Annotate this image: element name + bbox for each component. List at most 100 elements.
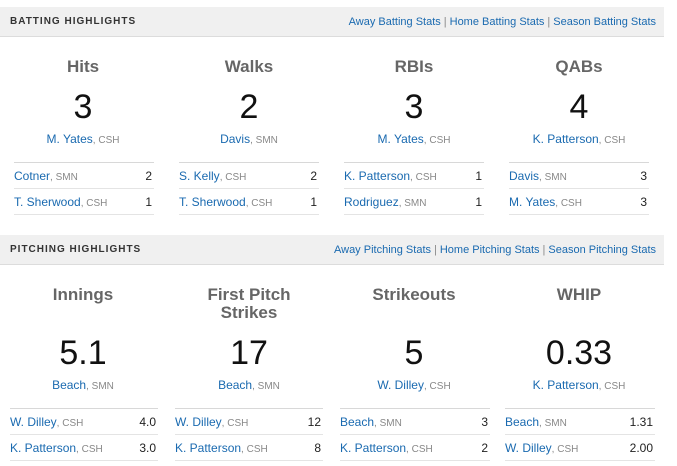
list-item: S. Kelly, CSH 2 [179, 163, 319, 189]
player-link[interactable]: Cotner, SMN [14, 168, 78, 183]
player-link[interactable]: Beach, SMN [340, 414, 402, 429]
stat-name: Strikeouts [372, 285, 456, 304]
stat-value: 3 [73, 88, 93, 126]
runner-up-list-whip: Beach, SMN 1.31 W. Dilley, CSH 2.00 [505, 408, 655, 461]
list-item: M. Yates, CSH 3 [509, 189, 649, 215]
player-link[interactable]: S. Kelly, CSH [179, 168, 247, 183]
list-item: Rodriguez, SMN 1 [344, 189, 484, 215]
runner-up-list-innings: W. Dilley, CSH 4.0 K. Patterson, CSH 3.0 [10, 408, 158, 461]
stat-card-walks: Walks 2 Davis, SMN [174, 57, 324, 147]
season-batting-stats-link[interactable]: Season Batting Stats [553, 16, 656, 28]
player-link[interactable]: K. Patterson, CSH [175, 440, 268, 455]
stat-value: 4 [569, 88, 589, 126]
stat-name: Hits [66, 57, 100, 76]
stat-card-rbis: RBIs 3 M. Yates, CSH [339, 57, 489, 147]
stat-amount: 3 [640, 168, 647, 183]
runner-up-list-hits: Cotner, SMN 2 T. Sherwood, CSH 1 [14, 162, 154, 215]
stat-value: 0.33 [545, 334, 613, 372]
stat-value: 17 [230, 334, 268, 372]
player-link[interactable]: K. Patterson, CSH [10, 440, 103, 455]
runner-up-list-strikeouts: Beach, SMN 3 K. Patterson, CSH 2 [340, 408, 490, 461]
runner-up-list-first-pitch-strikes: W. Dilley, CSH 12 K. Patterson, CSH 8 [175, 408, 323, 461]
stat-name: Walks [224, 57, 274, 76]
stat-amount: 3 [640, 194, 647, 209]
home-pitching-stats-link[interactable]: Home Pitching Stats [439, 244, 540, 256]
list-item: W. Dilley, CSH 4.0 [10, 409, 158, 435]
pitching-highlights-title: PITCHING HIGHLIGHTS [10, 244, 142, 255]
list-item: K. Patterson, CSH 3.0 [10, 435, 158, 461]
player-link[interactable]: M. Yates, CSH [509, 194, 582, 209]
list-item: Beach, SMN 1.31 [505, 409, 655, 435]
list-item: T. Sherwood, CSH 1 [179, 189, 319, 215]
player-link[interactable]: W. Dilley, CSH [505, 440, 579, 455]
stat-card-first-pitch-strikes: First Pitch Strikes 17 Beach, SMN [174, 285, 324, 393]
away-batting-stats-link[interactable]: Away Batting Stats [348, 16, 441, 28]
player-link[interactable]: K. Patterson, CSH [340, 440, 433, 455]
stat-card-innings: Innings 5.1 Beach, SMN [8, 285, 158, 393]
stat-amount: 3 [481, 414, 488, 429]
runner-up-list-rbis: K. Patterson, CSH 1 Rodriguez, SMN 1 [344, 162, 484, 215]
stat-value: 3 [404, 88, 424, 126]
pitching-stats-links: Away Pitching Stats | Home Pitching Stats |… [333, 244, 656, 256]
batting-stats-links: Away Batting Stats | Home Batting Stats | Se… [348, 16, 656, 28]
batting-highlights-header: BATTING HIGHLIGHTS Away Batting Stats | Ho… [0, 7, 664, 37]
stat-amount: 3.0 [139, 440, 156, 455]
runner-up-list-qabs: Davis, SMN 3 M. Yates, CSH 3 [509, 162, 649, 215]
stat-name: RBIs [394, 57, 434, 76]
player-link[interactable]: W. Dilley, CSH [10, 414, 84, 429]
list-item: W. Dilley, CSH 12 [175, 409, 323, 435]
away-pitching-stats-link[interactable]: Away Pitching Stats [333, 244, 431, 256]
stat-amount: 1 [310, 194, 317, 209]
stat-value: 5 [404, 334, 424, 372]
stat-card-strikeouts: Strikeouts 5 W. Dilley, CSH [339, 285, 489, 393]
stat-card-qabs: QABs 4 K. Patterson, CSH [504, 57, 654, 147]
stat-amount: 1 [475, 194, 482, 209]
home-batting-stats-link[interactable]: Home Batting Stats [449, 16, 545, 28]
stat-leader[interactable]: Beach, SMN [52, 378, 114, 392]
list-item: Beach, SMN 3 [340, 409, 490, 435]
stat-leader[interactable]: Beach, SMN [218, 378, 280, 392]
stat-name: QABs [555, 57, 603, 76]
stat-name: WHIP [556, 285, 602, 304]
stat-name: Innings [52, 285, 114, 304]
list-item: Davis, SMN 3 [509, 163, 649, 189]
runner-up-list-walks: S. Kelly, CSH 2 T. Sherwood, CSH 1 [179, 162, 319, 215]
stat-amount: 12 [307, 414, 321, 429]
stat-leader[interactable]: M. Yates, CSH [46, 132, 120, 146]
player-link[interactable]: W. Dilley, CSH [175, 414, 249, 429]
player-link[interactable]: K. Patterson, CSH [344, 168, 437, 183]
stat-amount: 2 [145, 168, 152, 183]
stat-amount: 1 [475, 168, 482, 183]
list-item: K. Patterson, CSH 8 [175, 435, 323, 461]
stat-value: 5.1 [59, 334, 107, 372]
list-item: Cotner, SMN 2 [14, 163, 154, 189]
stat-leader[interactable]: Davis, SMN [220, 132, 278, 146]
stat-leader[interactable]: W. Dilley, CSH [377, 378, 451, 392]
stat-amount: 1 [145, 194, 152, 209]
stat-card-hits: Hits 3 M. Yates, CSH [8, 57, 158, 147]
stat-amount: 2 [310, 168, 317, 183]
stat-amount: 2.00 [629, 440, 653, 455]
stat-value: 2 [239, 88, 259, 126]
stat-amount: 2 [481, 440, 488, 455]
stat-amount: 4.0 [139, 414, 156, 429]
list-item: W. Dilley, CSH 2.00 [505, 435, 655, 461]
player-link[interactable]: Beach, SMN [505, 414, 567, 429]
list-item: K. Patterson, CSH 1 [344, 163, 484, 189]
list-item: T. Sherwood, CSH 1 [14, 189, 154, 215]
player-link[interactable]: T. Sherwood, CSH [14, 194, 108, 209]
stat-leader[interactable]: K. Patterson, CSH [532, 132, 626, 146]
player-link[interactable]: T. Sherwood, CSH [179, 194, 273, 209]
stat-leader[interactable]: M. Yates, CSH [377, 132, 451, 146]
stat-card-whip: WHIP 0.33 K. Patterson, CSH [504, 285, 654, 393]
stat-name: First Pitch Strikes [207, 285, 291, 322]
pitching-highlights-header: PITCHING HIGHLIGHTS Away Pitching Stats |… [0, 235, 664, 265]
stat-leader[interactable]: K. Patterson, CSH [532, 378, 626, 392]
player-link[interactable]: Rodriguez, SMN [344, 194, 427, 209]
season-pitching-stats-link[interactable]: Season Pitching Stats [548, 244, 656, 256]
list-item: K. Patterson, CSH 2 [340, 435, 490, 461]
stat-amount: 8 [314, 440, 321, 455]
player-link[interactable]: Davis, SMN [509, 168, 567, 183]
stat-amount: 1.31 [629, 414, 653, 429]
batting-highlights-title: BATTING HIGHLIGHTS [10, 16, 137, 27]
